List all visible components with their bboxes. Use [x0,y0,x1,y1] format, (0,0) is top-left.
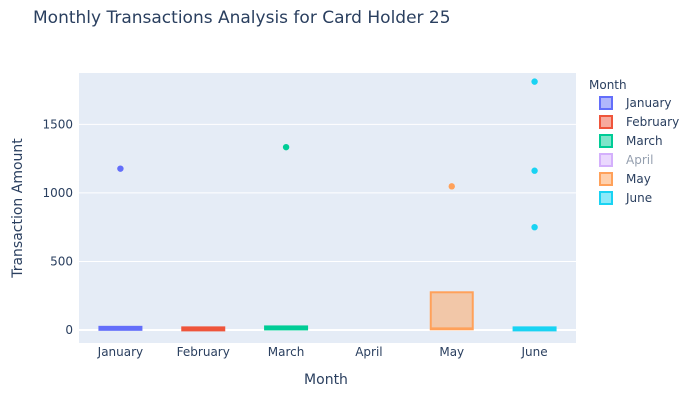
legend-item-april[interactable]: April [599,153,653,167]
outlier-point-may [448,183,455,190]
y-tick-label: 1500 [42,117,73,131]
legend-item-january[interactable]: January [599,96,672,110]
x-tick-labels: January February March April May June [97,345,548,359]
legend-label: June [625,191,652,205]
legend-item-february[interactable]: February [599,115,679,129]
outlier-points [117,78,538,231]
chart-title: Monthly Transactions Analysis for Card H… [33,8,451,28]
y-tick-labels: 0 500 1000 1500 [42,117,73,337]
y-tick-label: 1000 [42,186,73,200]
y-tick-label: 0 [65,323,73,337]
plot-area [79,73,576,343]
legend-label: May [626,172,651,186]
legend-item-may[interactable]: May [599,172,651,186]
legend-label: April [626,153,653,167]
legend-swatch [599,153,613,167]
legend-label: March [626,134,663,148]
gridlines [79,123,576,331]
x-tick-label: March [268,345,305,359]
outlier-point-june [531,167,538,174]
legend-swatch [599,96,613,110]
legend-item-june[interactable]: June [599,191,652,205]
legend-swatch [599,172,613,186]
legend-label: February [626,115,679,129]
x-tick-label: February [177,345,230,359]
x-tick-label: June [521,345,548,359]
legend-swatch [599,134,613,148]
outlier-point-january [117,165,124,172]
box-may [429,291,474,331]
outlier-point-june [531,78,538,85]
x-tick-label: May [439,345,464,359]
outlier-point-march [282,143,290,151]
y-axis-title: Transaction Amount [10,138,26,279]
x-tick-label: April [355,345,382,359]
legend-item-march[interactable]: March [599,134,663,148]
legend-swatch [599,115,613,129]
x-axis-title: Month [304,372,348,388]
legend-label: January [625,96,672,110]
outlier-point-june [531,223,538,231]
legend-title: Month [589,78,627,92]
legend-swatch [599,191,613,205]
legend: Month January February March April May June [589,78,679,205]
y-tick-label: 500 [50,254,73,268]
box-series [98,291,557,332]
x-tick-label: January [97,345,144,359]
